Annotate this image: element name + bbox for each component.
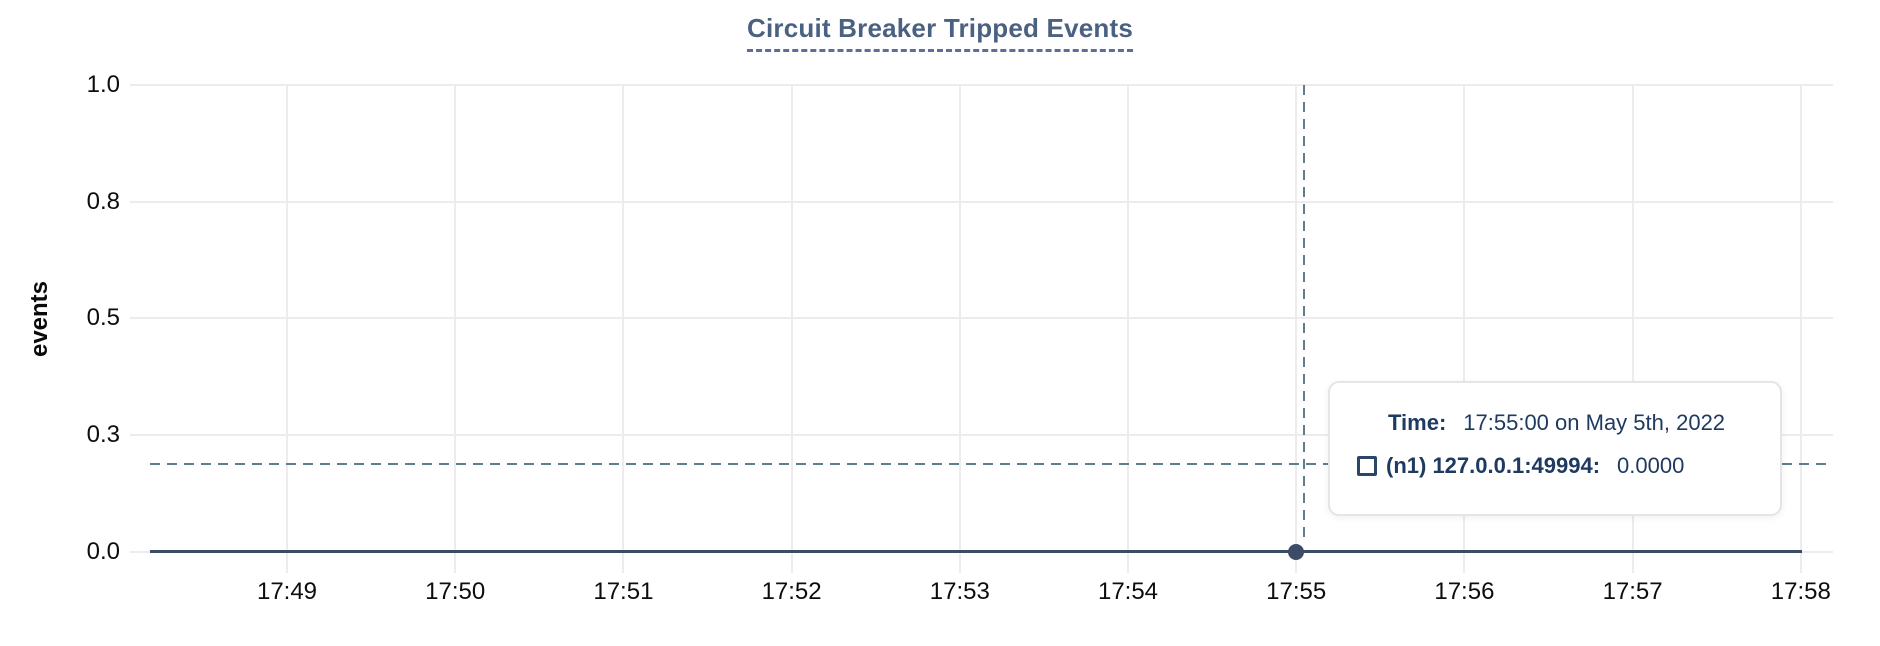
x-grid-line — [454, 85, 457, 573]
x-tick-label: 17:53 — [929, 578, 990, 605]
y-grid-line — [130, 433, 1833, 436]
x-grid-line — [1631, 85, 1634, 573]
x-grid-line — [1463, 85, 1466, 573]
x-tick-label: 17:58 — [1770, 578, 1831, 605]
x-grid-line — [1799, 85, 1802, 573]
x-tick-label: 17:57 — [1602, 578, 1663, 605]
series-line[interactable] — [150, 550, 1802, 553]
x-grid-line — [958, 85, 961, 573]
chart-title[interactable]: Circuit Breaker Tripped Events — [746, 13, 1134, 52]
x-tick-label: 17:56 — [1434, 578, 1495, 605]
x-grid-line — [622, 85, 625, 573]
y-tick-label: 0.0 — [86, 537, 120, 565]
y-grid-line — [130, 84, 1833, 86]
y-tick-label: 0.3 — [86, 420, 120, 448]
cursor-crosshair-vertical — [1303, 85, 1305, 544]
hollow-square-swatch-icon — [1357, 456, 1377, 476]
x-tick-label: 17:54 — [1097, 578, 1159, 605]
hovered-data-point[interactable] — [1288, 544, 1304, 560]
y-grid-line — [130, 317, 1833, 320]
tooltip-series-value: 0.0000 — [1617, 453, 1685, 478]
x-tick-label: 17:50 — [425, 578, 486, 605]
tooltip-series-row: (n1) 127.0.0.1:49994: 0.0000 — [1357, 452, 1780, 480]
cursor-crosshair-horizontal — [150, 463, 1833, 465]
x-tick-label: 17:51 — [593, 578, 654, 605]
tooltip-series-label: (n1) 127.0.0.1:49994: — [1386, 453, 1601, 478]
x-grid-line — [286, 85, 288, 573]
x-grid-line — [790, 85, 793, 573]
tooltip: Time: 17:55:00 on May 5th, 2022 (n1) 127.… — [1328, 381, 1782, 516]
y-tick-label: 0.5 — [86, 304, 120, 332]
x-tick-label: 17:52 — [761, 578, 822, 605]
y-tick-label: 0.8 — [86, 187, 120, 215]
y-tick-label: 1.0 — [86, 71, 120, 98]
x-tick-label: 17:49 — [256, 578, 318, 605]
x-tick-label: 17:55 — [1266, 578, 1327, 605]
tooltip-time-row: Time: 17:55:00 on May 5th, 2022 — [1388, 409, 1780, 437]
y-grid-line — [130, 200, 1833, 203]
tooltip-time-value: 17:55:00 on May 5th, 2022 — [1463, 410, 1726, 435]
chart-title-row: Circuit Breaker Tripped Events — [0, 13, 1880, 52]
x-grid-line — [1127, 85, 1129, 573]
tooltip-time-label: Time: — [1388, 410, 1447, 435]
x-grid-line — [1295, 85, 1298, 573]
